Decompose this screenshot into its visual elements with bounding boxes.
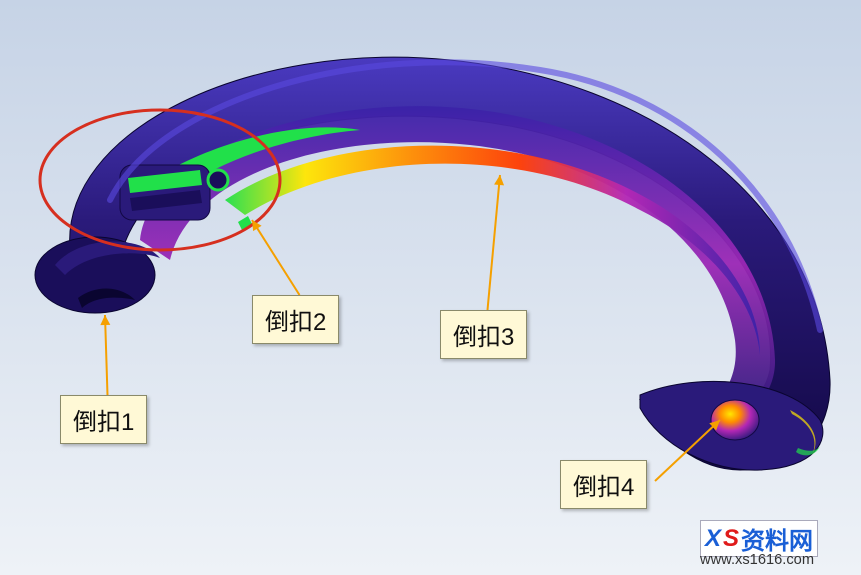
render-canvas <box>0 0 861 575</box>
label-text: 倒扣4 <box>573 474 634 501</box>
label-text: 倒扣2 <box>265 309 326 336</box>
watermark-text: 资料网 <box>741 521 813 556</box>
viewport: 倒扣1 倒扣2 倒扣3 倒扣4 XS 资料网 www.xs1616.com <box>0 0 861 575</box>
label-undercut-4: 倒扣4 <box>560 460 647 509</box>
watermark-url: www.xs1616.com <box>700 552 814 568</box>
label-undercut-1: 倒扣1 <box>60 395 147 444</box>
watermark-s: S <box>723 525 739 553</box>
label-text: 倒扣3 <box>453 324 514 351</box>
label-undercut-2: 倒扣2 <box>252 295 339 344</box>
watermark-url-text: www.xs1616.com <box>700 552 814 568</box>
watermark-x: X <box>705 525 721 553</box>
label-undercut-3: 倒扣3 <box>440 310 527 359</box>
label-text: 倒扣1 <box>73 409 134 436</box>
